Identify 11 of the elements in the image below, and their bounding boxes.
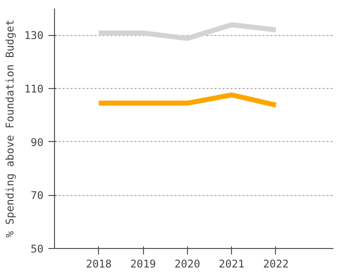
x-tick-label: 2020 [174,258,200,270]
x-tick-label: 2018 [86,258,112,270]
y-tick-label: 90 [30,136,44,149]
x-tick-label: 2021 [218,258,244,270]
y-tick-label: 130 [24,29,44,42]
x-tick-label: 2022 [263,258,289,270]
y-tick-label: 50 [30,242,44,256]
y-tick-label: 70 [30,189,44,202]
y-tick-label: 110 [24,82,44,96]
y-axis-title: % Spending above Foundation Budget [3,19,16,238]
x-tick-label: 2019 [130,258,156,270]
